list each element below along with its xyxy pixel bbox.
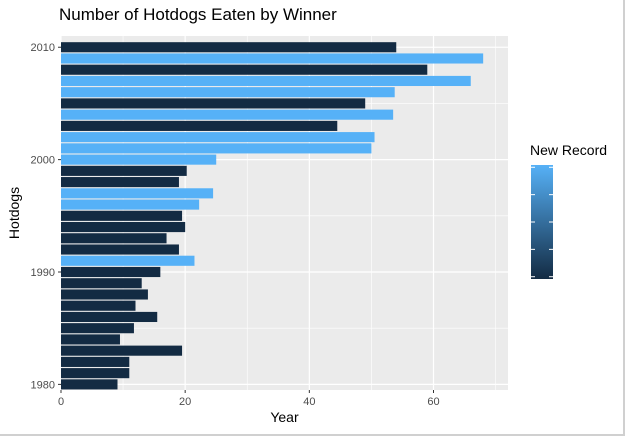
bar-1982: [61, 356, 130, 367]
x-tick-label: 20: [179, 396, 191, 408]
bar-1986: [61, 311, 158, 323]
bar-2005: [61, 98, 366, 109]
x-tick-label: 60: [427, 396, 439, 408]
y-tick-label: 1980: [31, 379, 55, 391]
bar-1995: [61, 210, 183, 221]
bar-2009: [61, 53, 484, 64]
bar-2000: [61, 154, 217, 165]
y-axis-label: Hotdogs: [6, 187, 22, 239]
bar-1987: [61, 300, 136, 311]
bar-1994: [61, 221, 186, 233]
bar-1997: [61, 188, 214, 199]
x-tick-label: 0: [58, 396, 64, 408]
bar-2001: [61, 143, 372, 154]
bar-1983: [61, 345, 183, 356]
bar-1984: [61, 334, 120, 345]
bar-1999: [61, 165, 187, 176]
bar-1980: [61, 379, 118, 390]
bar-1989: [61, 278, 142, 289]
axes: 0 20 40 60 1980 1990 2000 2010: [31, 42, 440, 408]
bar-1991: [61, 255, 195, 266]
legend: New Record: [530, 142, 607, 279]
bar-1992: [61, 244, 179, 255]
bar-1993: [61, 233, 167, 244]
bar-1981: [61, 368, 130, 379]
bar-2010: [61, 42, 397, 53]
bar-2003: [61, 120, 338, 131]
bar-1985: [61, 323, 134, 334]
bar-1996: [61, 199, 200, 210]
y-tick-label: 2000: [31, 155, 55, 167]
bar-1990: [61, 266, 161, 278]
legend-colorbar: [531, 165, 553, 279]
bar-1988: [61, 289, 148, 300]
bar-2007: [61, 75, 471, 87]
bar-2006: [61, 87, 395, 98]
y-tick-label: 2010: [31, 42, 55, 54]
legend-ticks: [531, 166, 553, 278]
bar-1998: [61, 177, 179, 188]
legend-title: New Record: [530, 142, 607, 158]
bars: [61, 42, 484, 390]
bar-2004: [61, 109, 394, 120]
bar-2002: [61, 132, 375, 143]
y-tick-label: 1990: [31, 267, 55, 279]
x-axis-label: Year: [270, 409, 299, 425]
bar-2008: [61, 64, 428, 75]
x-tick-label: 40: [303, 396, 315, 408]
chart-title: Number of Hotdogs Eaten by Winner: [59, 5, 337, 24]
